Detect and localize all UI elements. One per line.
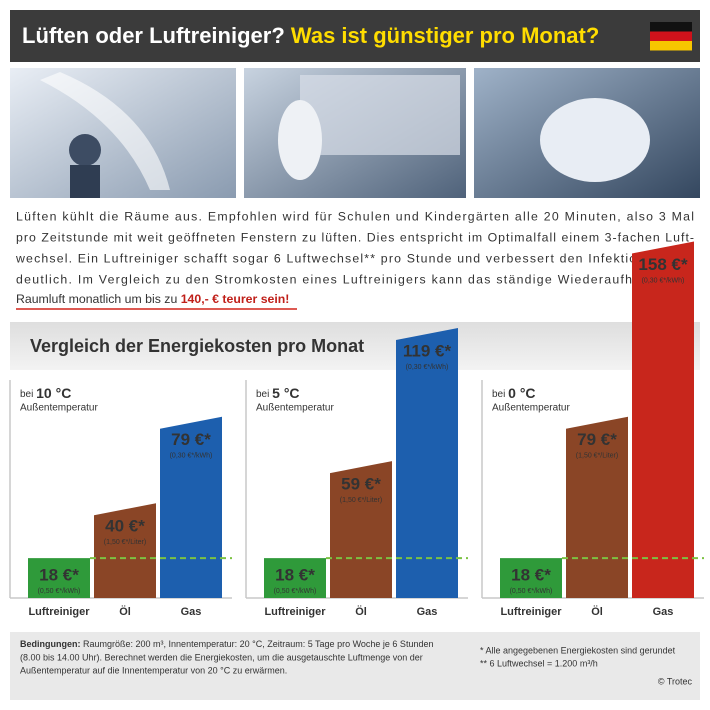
unit-label: (1,50 €*/Liter) [340, 497, 382, 504]
condition-value: 10 °C [36, 385, 71, 401]
intro-line: pro Zeitstunde mit weit geöffneten Fenst… [16, 230, 694, 244]
unit-label: (0,30 €*/kWh) [642, 277, 685, 284]
category-label: Öl [119, 605, 131, 618]
photo-detail [69, 134, 101, 166]
flag [650, 22, 692, 51]
footer-note: * Alle angegebenen Energiekosten sind ge… [480, 645, 676, 655]
bar [500, 558, 562, 598]
bar [160, 416, 222, 598]
condition-label: bei 5 °C [256, 385, 300, 401]
unit-label: (1,50 €*/Liter) [104, 539, 146, 546]
value-label: 59 €* [341, 475, 381, 494]
unit-label: (0,30 €*/kWh) [170, 453, 213, 460]
copyright: © Trotec [658, 676, 693, 686]
condition-prefix: bei [256, 389, 269, 400]
intro-highlight: 140,- € teurer sein! [181, 292, 290, 306]
bar [94, 503, 156, 598]
section-title: Vergleich der Energiekosten pro Monat [30, 336, 364, 356]
footer-note: ** 6 Luftwechsel = 1.200 m³/h [480, 658, 598, 668]
value-label: 18 €* [275, 566, 315, 585]
photo-detail [300, 75, 460, 155]
unit-label: (0,50 €*/kWh) [274, 588, 317, 595]
footer-label: Bedingungen: [20, 639, 81, 649]
intro-line: deutlich. Im Vergleich zu den Stromkoste… [16, 272, 694, 286]
bar [396, 327, 458, 598]
category-label: Gas [417, 606, 438, 618]
value-label: 18 €* [511, 566, 551, 585]
unit-label: (0,50 €*/kWh) [510, 588, 553, 595]
value-label: 79 €* [577, 430, 617, 449]
condition-note: Außentemperatur [20, 403, 98, 414]
footer-text: (8.00 bis 14.00 Uhr). Berechnet werden d… [20, 652, 423, 662]
footer-box [10, 632, 700, 700]
section-band [10, 322, 700, 370]
category-label: Luftreiniger [500, 606, 562, 618]
value-label: 119 €* [403, 341, 452, 360]
intro-line: Lüften kühlt die Räume aus. Empfohlen wi… [16, 209, 694, 223]
value-label: 79 €* [171, 430, 211, 449]
bar [632, 241, 694, 598]
category-label: Luftreiniger [264, 606, 326, 618]
condition-prefix: bei [492, 389, 505, 400]
condition-label: bei 10 °C [20, 385, 71, 401]
condition-prefix: bei [20, 389, 33, 400]
value-label: 158 €* [638, 255, 688, 274]
bar [330, 461, 392, 598]
value-label: 18 €* [39, 566, 79, 585]
value-label: 40 €* [105, 517, 145, 536]
condition-note: Außentemperatur [492, 403, 570, 414]
condition-value: 0 °C [508, 385, 535, 401]
category-label: Öl [355, 605, 367, 618]
footer-conditions: Bedingungen: Raumgröße: 200 m³, Innentem… [20, 639, 433, 649]
photo-detail [40, 72, 170, 190]
unit-label: (0,30 €*/kWh) [406, 364, 449, 371]
header-title: Lüften oder Luftreiniger? Was ist günsti… [22, 23, 599, 48]
intro-line: wechsel. Ein Luftreiniger schafft sogar … [15, 251, 694, 265]
bar [264, 558, 326, 598]
intro-text: Raumluft monatlich um bis zu [16, 292, 177, 306]
category-label: Öl [591, 605, 603, 618]
category-label: Gas [181, 606, 202, 618]
bar [28, 558, 90, 598]
photo-detail [278, 100, 322, 180]
unit-label: (1,50 €*/Liter) [576, 453, 618, 460]
photo-detail [540, 98, 650, 182]
photo-detail [70, 165, 100, 198]
category-label: Luftreiniger [28, 606, 90, 618]
condition-label: bei 0 °C [492, 385, 536, 401]
intro-line: Raumluft monatlich um bis zu 140,- € teu… [16, 292, 289, 306]
footer-text: Raumgröße: 200 m³, Innentemperatur: 20 °… [83, 639, 433, 649]
category-label: Gas [653, 606, 674, 618]
bar [566, 416, 628, 598]
condition-value: 5 °C [272, 385, 299, 401]
header-bar [10, 10, 700, 62]
unit-label: (0,50 €*/kWh) [38, 588, 81, 595]
title-part: Was ist günstiger pro Monat? [291, 23, 599, 48]
footer-text: Außentemperatur auf die Innentemperatur … [20, 665, 287, 675]
title-part: Lüften oder Luftreiniger? [22, 23, 285, 48]
condition-note: Außentemperatur [256, 403, 334, 414]
